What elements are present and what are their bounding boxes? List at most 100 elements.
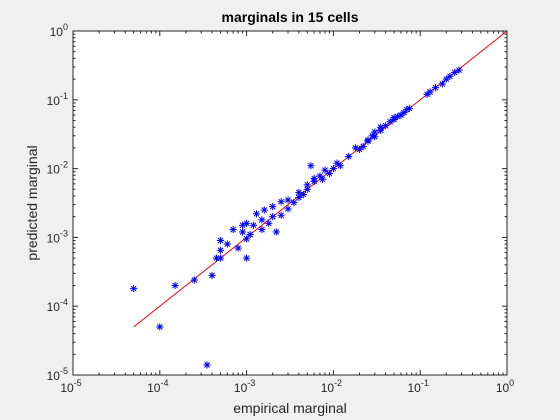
y-tick-label-base: 10 <box>47 231 61 245</box>
data-point <box>318 175 327 183</box>
data-point <box>303 181 311 189</box>
data-point <box>277 211 285 219</box>
axis-ticks: 10-5 10-4 10-3 10-2 10-1 10010-510-410-310-21… <box>47 22 515 395</box>
data-point <box>260 206 268 214</box>
x-tick-label: 10-1 <box>408 378 429 395</box>
data-point <box>336 162 344 170</box>
y-tick-label: 10-2 <box>47 160 68 177</box>
data-point <box>371 133 379 141</box>
x-tick-label-exp: -5 <box>74 378 82 388</box>
x-tick-label: 10-4 <box>147 378 168 395</box>
x-tick-label-exp: -2 <box>334 378 342 388</box>
y-axis-label: predicted marginal <box>24 145 40 260</box>
data-point <box>377 123 385 131</box>
data-point <box>310 174 318 183</box>
data-point <box>451 68 459 77</box>
data-point <box>130 285 138 293</box>
y-tick-label-base: 10 <box>47 94 61 108</box>
y-tick-label-exp: -2 <box>60 160 68 170</box>
data-point <box>258 216 266 224</box>
y-tick-label-exp: 0 <box>63 22 68 32</box>
x-tick-label-base: 10 <box>321 381 335 395</box>
y-tick-label: 100 <box>50 22 68 39</box>
data-point <box>252 210 261 218</box>
chart-marks <box>130 30 508 369</box>
data-point <box>249 221 258 229</box>
x-tick-label: 10-3 <box>234 378 255 395</box>
data-point <box>243 219 251 227</box>
data-point <box>208 271 216 280</box>
data-point <box>438 80 446 88</box>
data-point <box>156 323 164 331</box>
data-point <box>216 236 225 245</box>
x-tick-label: 10-5 <box>60 378 81 395</box>
y-tick-label: 10-3 <box>47 228 68 245</box>
data-point <box>359 142 367 151</box>
data-point <box>246 230 254 239</box>
y-tick-label-base: 10 <box>47 300 61 314</box>
data-point <box>299 190 307 199</box>
data-point <box>355 145 364 154</box>
x-tick-label-base: 10 <box>60 381 74 395</box>
data-point <box>234 244 242 252</box>
data-point <box>371 128 379 136</box>
y-tick-label-exp: -5 <box>60 366 68 376</box>
x-tick-label-exp: -4 <box>160 378 168 388</box>
data-point <box>455 66 463 74</box>
x-tick-label: 10-2 <box>321 378 342 395</box>
data-point <box>258 225 266 234</box>
data-point <box>272 228 280 236</box>
data-point <box>290 199 298 207</box>
data-point <box>243 235 251 243</box>
y-tick-label: 10-1 <box>47 91 68 108</box>
data-point <box>333 159 341 167</box>
data-point <box>216 254 225 262</box>
data-point <box>446 72 454 80</box>
plot-frame <box>72 30 508 376</box>
x-tick-label-exp: -3 <box>247 378 255 388</box>
data-point <box>190 276 198 284</box>
data-point <box>321 166 329 174</box>
data-point <box>284 205 292 213</box>
data-point <box>243 254 251 262</box>
data-point <box>223 240 231 248</box>
data-point <box>345 152 353 161</box>
y-tick-label-base: 10 <box>47 163 61 177</box>
y-tick-label: 10-5 <box>47 366 68 383</box>
data-point <box>307 162 315 170</box>
x-tick-label-base: 10 <box>234 381 248 395</box>
x-tick-label-exp: -1 <box>421 378 429 388</box>
y-tick-label-exp: -4 <box>60 297 68 307</box>
x-tick-label-base: 10 <box>147 381 161 395</box>
data-point <box>329 165 337 173</box>
data-point <box>431 84 440 92</box>
x-tick-label-base: 10 <box>496 381 510 395</box>
data-point <box>405 104 413 112</box>
data-point <box>325 169 334 178</box>
data-point <box>364 137 372 145</box>
data-point <box>269 203 277 211</box>
x-axis-label: empirical marginal <box>233 400 347 416</box>
y-tick-label-base: 10 <box>47 369 61 383</box>
chart-title: marginals in 15 cells <box>222 9 359 25</box>
data-point <box>239 228 247 236</box>
x-tick-label-base: 10 <box>408 381 422 395</box>
y-tick-label-exp: -3 <box>60 228 68 238</box>
data-point <box>203 361 211 369</box>
x-tick-label-exp: 0 <box>509 378 514 388</box>
y-tick-label-exp: -1 <box>60 91 68 101</box>
data-point <box>269 213 277 221</box>
data-point <box>303 185 311 193</box>
data-point <box>229 225 237 234</box>
x-tick-label: 100 <box>496 378 514 395</box>
y-tick-label-base: 10 <box>50 25 64 39</box>
data-point <box>277 198 285 206</box>
data-point <box>171 281 179 290</box>
data-point <box>426 88 434 96</box>
data-point <box>216 246 225 254</box>
y-tick-label: 10-4 <box>47 297 68 314</box>
data-point <box>284 196 292 204</box>
data-point <box>265 219 273 227</box>
